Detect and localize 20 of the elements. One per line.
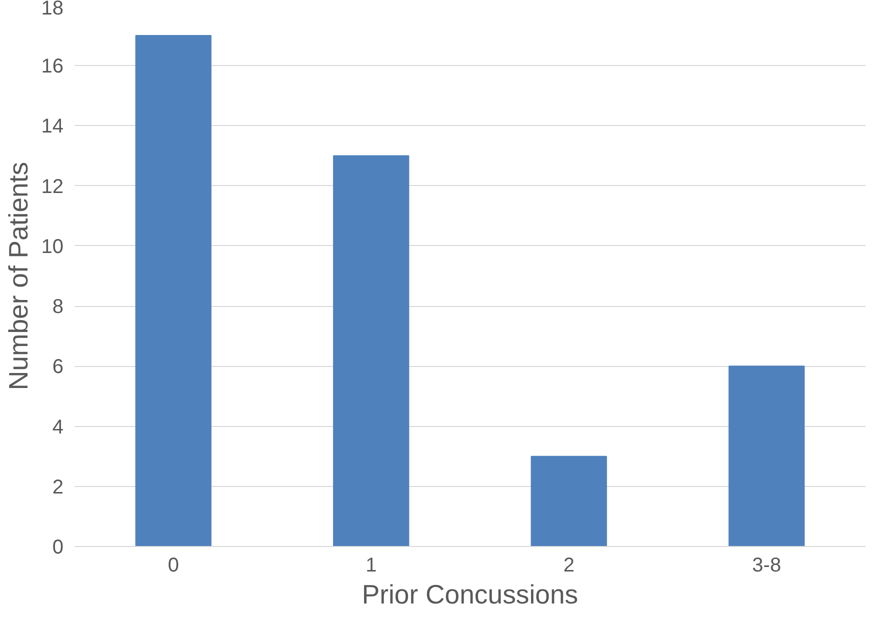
y-tick-label: 16	[41, 56, 64, 78]
x-axis-title: Prior Concussions	[362, 580, 578, 610]
y-axis-title: Number of Patients	[3, 162, 34, 390]
x-tick-label: 2	[563, 554, 574, 576]
bar	[530, 456, 607, 546]
bar	[728, 366, 805, 546]
y-tick-label: 2	[52, 476, 64, 498]
x-tick-label: 3-8	[752, 554, 782, 576]
y-tick-label: 0	[52, 536, 64, 558]
y-tick-label: 12	[41, 176, 64, 198]
bar	[135, 35, 212, 546]
y-tick-label: 4	[52, 416, 64, 438]
y-tick-label: 8	[52, 296, 64, 318]
x-tick-label: 1	[366, 554, 377, 576]
y-tick-label: 10	[41, 236, 64, 258]
y-tick-label: 18	[41, 0, 64, 20]
bar	[333, 155, 410, 546]
y-tick-label: 6	[52, 356, 64, 378]
y-tick-label: 14	[41, 116, 64, 138]
x-tick-label: 0	[168, 554, 179, 576]
